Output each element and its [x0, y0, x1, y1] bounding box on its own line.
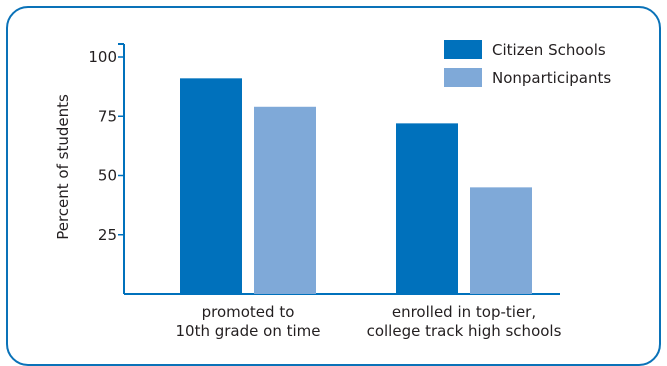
bars: [180, 78, 532, 295]
y-ticks: 25 50 75 100: [88, 48, 124, 244]
bar-nonparticipants-0: [254, 106, 316, 295]
category-label: promoted to: [202, 303, 295, 321]
legend-label: Nonparticipants: [492, 69, 611, 87]
category-label: college track high schools: [367, 322, 562, 340]
legend-swatch-nonparticipants: [444, 68, 482, 87]
category-label: enrolled in top-tier,: [392, 303, 536, 321]
y-tick-label: 75: [98, 107, 117, 125]
y-tick-label: 50: [98, 167, 117, 185]
legend: Citizen Schools Nonparticipants: [444, 40, 611, 87]
category-label: 10th grade on time: [176, 322, 321, 340]
legend-label: Citizen Schools: [492, 41, 606, 59]
chart-frame: [6, 6, 661, 366]
y-tick-label: 100: [88, 48, 117, 66]
bar-nonparticipants-1: [470, 187, 532, 294]
y-axis-title: Percent of students: [54, 94, 72, 240]
bar-citizen-schools-0: [180, 78, 242, 294]
y-tick-label: 25: [98, 226, 117, 244]
legend-swatch-citizen-schools: [444, 40, 482, 59]
bar-citizen-schools-1: [396, 123, 458, 294]
